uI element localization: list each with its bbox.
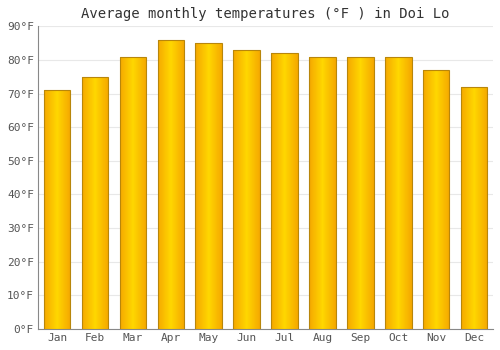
- Bar: [158, 40, 184, 329]
- Bar: [309, 57, 336, 329]
- Bar: [461, 87, 487, 329]
- Title: Average monthly temperatures (°F ) in Doi Lo: Average monthly temperatures (°F ) in Do…: [82, 7, 450, 21]
- Bar: [234, 50, 260, 329]
- Bar: [82, 77, 108, 329]
- Bar: [196, 43, 222, 329]
- Bar: [272, 53, 298, 329]
- Bar: [423, 70, 450, 329]
- Bar: [120, 57, 146, 329]
- Bar: [44, 90, 70, 329]
- Bar: [347, 57, 374, 329]
- Bar: [385, 57, 411, 329]
